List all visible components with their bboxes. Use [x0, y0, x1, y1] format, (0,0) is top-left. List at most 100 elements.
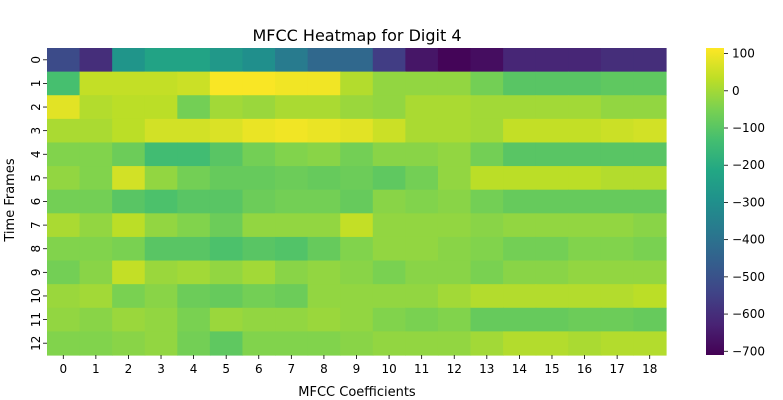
heatmap-cell: [307, 189, 341, 214]
x-tick-label: 10: [381, 362, 396, 376]
heatmap-cell: [535, 71, 569, 96]
heatmap-cell: [437, 260, 472, 285]
heatmap-cell: [568, 284, 602, 309]
heatmap-cell: [47, 213, 81, 238]
heatmap-cell: [340, 189, 374, 214]
x-tick-label: 6: [255, 362, 263, 376]
heatmap-cell: [470, 213, 504, 238]
heatmap-cell: [112, 260, 146, 285]
heatmap-cell: [405, 189, 439, 214]
heatmap-cell: [405, 307, 439, 332]
colorbar-ticks: 100 0 −100 −200 −300 −400 −500 −600 −700: [724, 47, 765, 358]
heatmap-cell: [307, 95, 341, 120]
heatmap-cell: [470, 307, 504, 332]
heatmap-cell: [633, 71, 667, 96]
heatmap-cell: [177, 189, 211, 214]
heatmap-cell: [242, 71, 276, 96]
heatmap-cell: [340, 95, 374, 120]
heatmap-cell: [503, 95, 537, 120]
y-tick-label: 4: [29, 150, 43, 158]
heatmap-cell: [79, 48, 113, 73]
heatmap-cell: [437, 331, 472, 356]
x-tick-label: 11: [414, 362, 429, 376]
heatmap-cell: [600, 189, 635, 214]
heatmap-cell: [405, 118, 439, 144]
heatmap-cell: [568, 331, 602, 356]
heatmap-cell: [177, 118, 211, 144]
heatmap-cell: [112, 213, 146, 238]
heatmap-cell: [177, 260, 211, 285]
heatmap-cell: [307, 331, 341, 356]
colorbar-tick-label: −400: [732, 233, 765, 247]
x-tick-label: 16: [577, 362, 592, 376]
heatmap-cell: [405, 48, 439, 73]
heatmap-cell: [340, 236, 374, 262]
heatmap-cell: [405, 284, 439, 309]
heatmap-cell: [405, 142, 439, 167]
y-tick-label: 12: [29, 336, 43, 351]
heatmap-cell: [47, 71, 81, 96]
heatmap-cell: [340, 284, 374, 309]
x-tick-label: 17: [609, 362, 624, 376]
heatmap-cell: [144, 189, 178, 214]
heatmap-cell: [177, 71, 211, 96]
heatmap-cell: [405, 331, 439, 356]
heatmap-cell: [79, 166, 113, 191]
y-tick-label: 8: [29, 245, 43, 253]
heatmap-cell: [177, 307, 211, 332]
heatmap-cell: [112, 236, 146, 262]
heatmap-cell: [372, 166, 406, 191]
heatmap-cell: [600, 331, 635, 356]
heatmap-cell: [340, 118, 374, 144]
colorbar-tick-label: 100: [732, 47, 755, 61]
heatmap-cell: [144, 236, 178, 262]
heatmap-cell: [209, 142, 244, 167]
heatmap-cell: [600, 95, 635, 120]
heatmap-cell: [372, 307, 406, 332]
heatmap-cell: [372, 71, 406, 96]
heatmap-cell: [242, 95, 276, 120]
heatmap-cell: [275, 71, 309, 96]
heatmap-cell: [275, 48, 309, 73]
heatmap-cell: [535, 284, 569, 309]
heatmap-cell: [307, 48, 341, 73]
heatmap-cell: [568, 95, 602, 120]
heatmap-cell: [340, 166, 374, 191]
heatmap-cell: [144, 166, 178, 191]
heatmap-cell: [242, 284, 276, 309]
heatmap-cell: [600, 142, 635, 167]
y-tick-label: 3: [29, 127, 43, 135]
heatmap-cell: [340, 213, 374, 238]
colorbar-tick-label: 0: [732, 84, 740, 98]
heatmap-cell: [47, 118, 81, 144]
heatmap-cell: [600, 307, 635, 332]
heatmap-cell: [372, 48, 406, 73]
heatmap-cell: [177, 284, 211, 309]
heatmap-cell: [568, 260, 602, 285]
heatmap-cell: [275, 236, 309, 262]
heatmap-cell: [340, 260, 374, 285]
heatmap-cell: [503, 236, 537, 262]
heatmap-cell: [340, 48, 374, 73]
heatmap-cell: [275, 95, 309, 120]
heatmap-cell: [275, 331, 309, 356]
heatmap-cell: [79, 307, 113, 332]
heatmap-cell: [372, 213, 406, 238]
heatmap-cell: [568, 189, 602, 214]
heatmap-cell: [437, 142, 472, 167]
heatmap-cell: [600, 48, 635, 73]
heatmap-cell: [600, 71, 635, 96]
x-tick-label: 0: [59, 362, 67, 376]
heatmap-cell: [633, 48, 667, 73]
heatmap-cell: [568, 142, 602, 167]
y-tick-label: 9: [29, 269, 43, 277]
heatmap-cell: [112, 71, 146, 96]
heatmap-cell: [79, 213, 113, 238]
heatmap-cell: [372, 95, 406, 120]
heatmap-cell: [535, 236, 569, 262]
heatmap-cell: [47, 307, 81, 332]
heatmap-cell: [112, 189, 146, 214]
heatmap-cell: [177, 166, 211, 191]
heatmap-cell: [633, 95, 667, 120]
